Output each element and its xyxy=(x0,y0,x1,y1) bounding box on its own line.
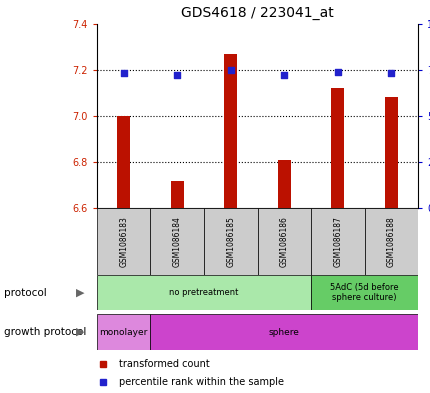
Text: GSM1086186: GSM1086186 xyxy=(279,216,288,267)
Text: GSM1086183: GSM1086183 xyxy=(119,216,128,267)
Text: sphere: sphere xyxy=(268,328,299,336)
Text: GSM1086187: GSM1086187 xyxy=(332,216,341,267)
Bar xyxy=(170,181,184,208)
Bar xyxy=(310,208,364,275)
Bar xyxy=(224,53,237,208)
Point xyxy=(173,72,180,79)
Text: percentile rank within the sample: percentile rank within the sample xyxy=(119,377,284,387)
Text: monolayer: monolayer xyxy=(99,328,147,336)
Text: ▶: ▶ xyxy=(75,327,84,337)
Text: GSM1086184: GSM1086184 xyxy=(172,216,181,267)
Bar xyxy=(257,208,310,275)
Text: transformed count: transformed count xyxy=(119,359,210,369)
Bar xyxy=(310,275,417,310)
Bar xyxy=(97,314,150,350)
Text: growth protocol: growth protocol xyxy=(4,327,86,337)
Bar xyxy=(97,208,150,275)
Point xyxy=(387,70,394,77)
Point xyxy=(120,70,127,77)
Bar xyxy=(150,208,203,275)
Text: no pretreatment: no pretreatment xyxy=(169,288,238,297)
Point xyxy=(227,67,233,73)
Text: GSM1086188: GSM1086188 xyxy=(386,216,395,267)
Point xyxy=(334,68,341,75)
Bar xyxy=(203,208,257,275)
Text: ▶: ▶ xyxy=(75,288,84,298)
Bar xyxy=(97,275,310,310)
Text: GSM1086185: GSM1086185 xyxy=(226,216,235,267)
Title: GDS4618 / 223041_at: GDS4618 / 223041_at xyxy=(181,6,333,20)
Text: 5AdC (5d before
sphere culture): 5AdC (5d before sphere culture) xyxy=(329,283,398,303)
Text: protocol: protocol xyxy=(4,288,47,298)
Bar xyxy=(364,208,417,275)
Bar xyxy=(330,88,344,208)
Bar xyxy=(150,314,417,350)
Bar xyxy=(277,160,290,208)
Bar xyxy=(384,97,397,208)
Point xyxy=(280,72,287,79)
Bar xyxy=(117,116,130,208)
